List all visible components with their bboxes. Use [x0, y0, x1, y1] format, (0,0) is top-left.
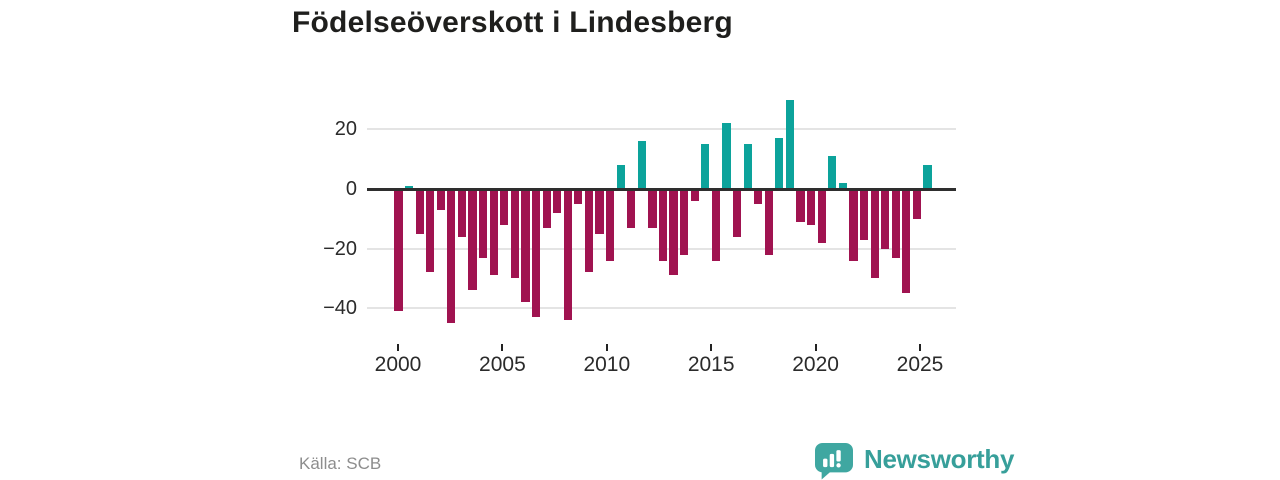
x-axis-tick-label: 2010	[583, 353, 631, 376]
bar-2009-H2	[595, 189, 604, 234]
x-axis-tick-mark	[501, 344, 504, 351]
source-note: Källa: SCB	[299, 454, 382, 473]
x-axis-tick-label: 2005	[479, 353, 526, 376]
bar-2016-H2	[743, 144, 752, 189]
bar-2003-H2	[468, 189, 477, 291]
bar-2023-H2	[891, 189, 900, 258]
bar-2011-H2	[637, 141, 646, 189]
bar-2002-H2	[447, 189, 456, 324]
bar-2004-H1	[479, 189, 488, 258]
newsworthy-logo[interactable]: Newsworthy	[813, 442, 1014, 480]
y-axis-tick-label: −40	[323, 297, 357, 320]
bar-2025-H1	[923, 165, 932, 189]
gridline-y--40	[367, 307, 956, 310]
bar-2010-H2	[616, 165, 625, 189]
bar-2014-H1	[690, 189, 699, 201]
bar-2007-H1	[542, 189, 551, 228]
y-axis-tick-label: 0	[345, 178, 357, 200]
bar-2021-H1	[838, 183, 847, 189]
bar-2020-H2	[828, 156, 837, 189]
bar-2015-H1	[711, 189, 720, 261]
bar-2000-H1	[394, 189, 403, 312]
bar-2008-H1	[563, 189, 572, 321]
bar-2011-H1	[627, 189, 636, 228]
gridline-y-20	[367, 128, 956, 131]
bar-2004-H2	[489, 189, 498, 276]
bar-2005-H2	[510, 189, 519, 279]
bar-2017-H2	[764, 189, 773, 255]
bar-2019-H2	[807, 189, 816, 225]
bar-2023-H1	[881, 189, 890, 249]
x-axis-tick-mark	[919, 344, 921, 351]
bar-2003-H1	[457, 189, 467, 237]
x-axis-tick-label: 2015	[687, 353, 735, 376]
bar-2009-H1	[584, 189, 594, 273]
bar-2018-H1	[775, 138, 784, 189]
x-axis-tick-mark	[605, 344, 608, 351]
zero-baseline	[367, 187, 956, 191]
bar-2001-H1	[415, 189, 424, 234]
x-axis-tick-label: 2000	[374, 353, 422, 376]
bar-2001-H2	[426, 189, 435, 273]
bar-2018-H2	[785, 99, 795, 189]
bar-2013-H2	[680, 189, 689, 255]
bar-2020-H1	[817, 189, 826, 243]
newsworthy-speech-bubble-chart-icon	[813, 442, 855, 480]
bar-2017-H1	[754, 189, 763, 204]
y-axis-tick-label: 20	[334, 118, 357, 141]
bar-2010-H1	[606, 189, 615, 261]
bar-2015-H2	[722, 123, 731, 189]
bar-2008-H2	[574, 189, 583, 204]
x-axis-tick-label: 2020	[792, 353, 839, 376]
bar-2006-H1	[521, 189, 530, 303]
x-axis-tick-mark	[397, 344, 399, 351]
newsworthy-wordmark: Newsworthy	[864, 444, 1015, 474]
x-axis-tick-mark	[814, 344, 817, 351]
bar-2006-H2	[531, 189, 541, 318]
bar-2005-H1	[500, 189, 509, 225]
bar-2016-H1	[732, 189, 742, 237]
chart-title: Födelseöverskott i Lindesberg	[292, 6, 733, 39]
bar-2013-H1	[669, 189, 678, 276]
bar-2012-H1	[648, 189, 657, 228]
bar-2024-H1	[902, 189, 911, 294]
bar-2022-H1	[859, 189, 869, 240]
bar-2021-H2	[849, 189, 858, 261]
bar-2012-H2	[658, 189, 668, 261]
bar-2002-H1	[436, 189, 445, 210]
bar-2007-H2	[553, 189, 562, 213]
x-axis-tick-label: 2025	[896, 353, 944, 376]
bar-2024-H2	[912, 189, 921, 219]
y-axis-tick-label: −20	[323, 237, 357, 260]
bar-2014-H2	[701, 144, 710, 189]
bar-2022-H2	[870, 189, 879, 279]
x-axis-tick-mark	[710, 344, 713, 351]
bar-2019-H1	[796, 189, 805, 222]
